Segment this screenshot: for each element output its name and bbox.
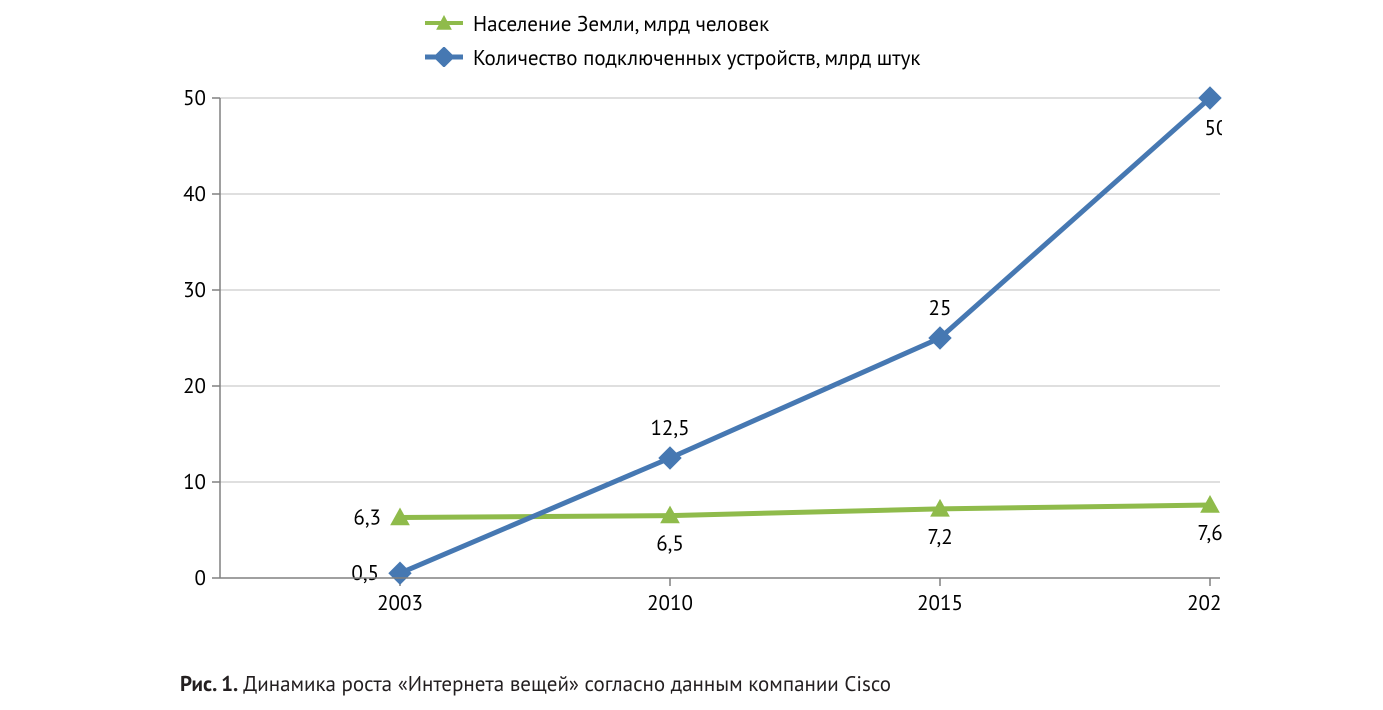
legend: Население Земли, млрд человек Количество …: [425, 6, 920, 74]
figure-container: Население Земли, млрд человек Количество …: [0, 0, 1383, 710]
data-label: 6,3: [353, 504, 381, 531]
data-label: 12,5: [650, 414, 689, 441]
data-label: 7,6: [1197, 519, 1222, 546]
x-tick-label: 2010: [647, 589, 693, 616]
line-chart: 0 10 20 30 40 50 2003 2010 2015 2020 6,3 6,5 7,2 7,6 0…: [180, 78, 1220, 638]
data-point: [659, 447, 681, 469]
x-tick-label: 2020: [1187, 589, 1222, 616]
x-tick-label: 2003: [377, 589, 423, 616]
y-tick-label: 50: [183, 84, 206, 111]
data-label: 6,5: [656, 530, 684, 557]
y-tick-label: 40: [183, 180, 206, 207]
data-point: [389, 562, 411, 584]
series-line-population: [400, 505, 1210, 517]
y-tick-label: 20: [183, 372, 206, 399]
data-label: 7,2: [927, 523, 952, 550]
data-label: 0,5: [351, 559, 379, 586]
caption-prefix: Рис. 1.: [180, 670, 238, 697]
y-tick-label: 0: [195, 564, 206, 591]
legend-label: Население Земли, млрд человек: [473, 10, 769, 37]
data-label: 50: [1205, 114, 1222, 141]
legend-label: Количество подключенных устройств, млрд …: [473, 44, 920, 71]
series-line-devices: [400, 98, 1210, 573]
legend-item: Количество подключенных устройств, млрд …: [425, 40, 920, 74]
triangle-icon: [425, 14, 463, 32]
y-tick-label: 10: [183, 468, 206, 495]
x-tick-label: 2015: [917, 589, 963, 616]
legend-item: Население Земли, млрд человек: [425, 6, 920, 40]
data-label: 25: [929, 294, 952, 321]
y-tick-label: 30: [183, 276, 206, 303]
chart-svg: 0 10 20 30 40 50 2003 2010 2015 2020 6,3 6,5 7,2 7,6 0…: [180, 78, 1222, 628]
caption-text: Динамика роста «Интернета вещей» согласн…: [243, 670, 891, 697]
figure-caption: Рис. 1. Динамика роста «Интернета вещей»…: [180, 670, 891, 697]
diamond-icon: [425, 48, 463, 66]
